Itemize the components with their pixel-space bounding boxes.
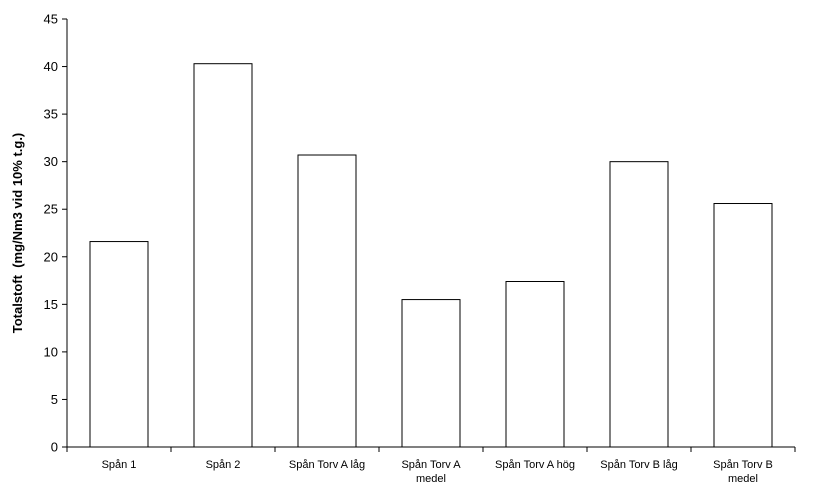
bar xyxy=(297,154,357,448)
y-axis-ticks: 0 5 10 15 20 25 30 35 40 45 xyxy=(44,12,67,455)
y-axis-title: Totalstoft (mg/Nm3 vid 10% t.g.) xyxy=(10,133,25,334)
y-tick-label: 35 xyxy=(44,107,58,122)
y-tick-label: 5 xyxy=(51,392,58,407)
x-category-label: Spån 2 xyxy=(206,459,241,471)
bar xyxy=(89,241,149,448)
bar xyxy=(609,161,669,448)
x-category-label: Spån Torv A hög xyxy=(495,459,575,471)
y-tick-label: 25 xyxy=(44,202,58,217)
y-tick-label: 30 xyxy=(44,154,58,169)
bars xyxy=(89,63,773,448)
bar xyxy=(401,299,461,448)
bar xyxy=(713,203,773,448)
bar xyxy=(193,63,253,448)
x-category-label: Spån 1 xyxy=(102,459,137,471)
bar xyxy=(505,281,565,448)
x-category-label: Spån Torv A låg xyxy=(289,459,365,471)
y-tick-label: 10 xyxy=(44,344,58,359)
y-tick-label: 0 xyxy=(51,440,58,455)
y-tick-label: 15 xyxy=(44,297,58,312)
y-tick-label: 20 xyxy=(44,249,58,264)
y-tick-label: 40 xyxy=(44,59,58,74)
y-tick-label: 45 xyxy=(44,12,58,27)
x-category-label: Spån Torv B låg xyxy=(600,459,677,471)
